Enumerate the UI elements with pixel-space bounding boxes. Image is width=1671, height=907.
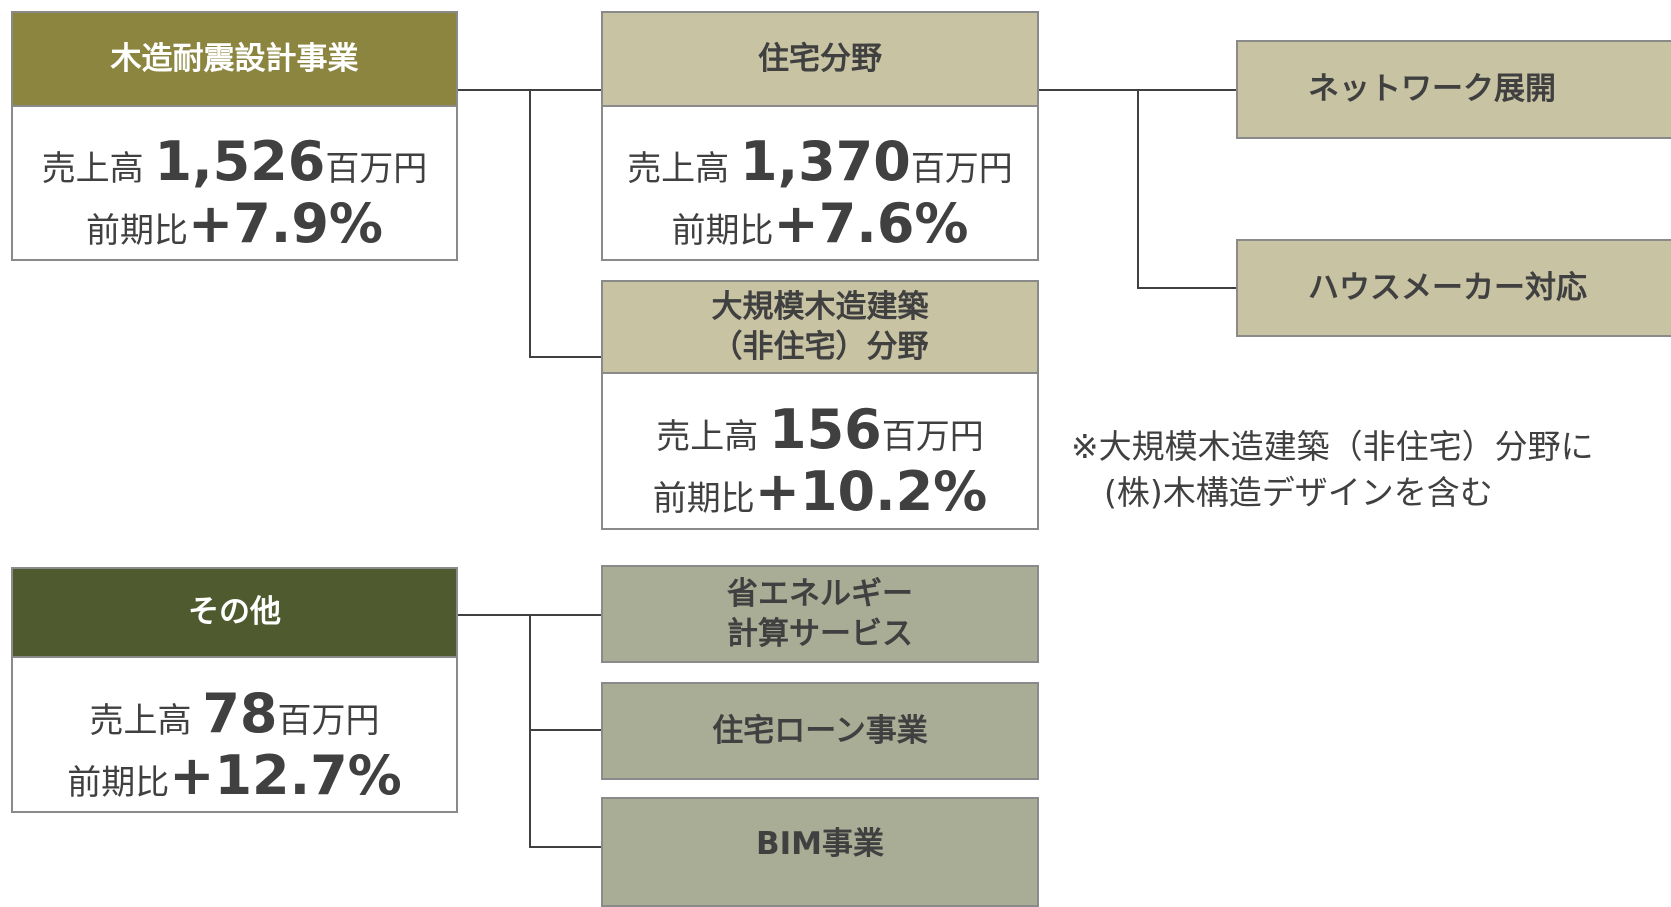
- segment-body: 売上高 1,526百万円 前期比+7.9%: [11, 107, 458, 261]
- connector: [458, 89, 601, 358]
- sales-value: 1,526: [154, 130, 326, 193]
- sales-line: 売上高 78百万円: [90, 673, 380, 745]
- sales-label: 売上高: [656, 417, 759, 457]
- yoy-line: 前期比+7.9%: [86, 183, 383, 255]
- yoy-label: 前期比: [671, 211, 774, 251]
- sales-value: 156: [769, 398, 882, 461]
- yoy-label: 前期比: [85, 211, 188, 251]
- yoy-value: +7.9%: [187, 192, 383, 255]
- yoy-value: +10.2%: [754, 460, 988, 523]
- branch-box: BIM事業: [601, 797, 1039, 907]
- yoy-label: 前期比: [652, 479, 755, 519]
- note: ※大規模木造建築（非住宅）分野に (株)木構造デザインを含む: [1071, 427, 1594, 512]
- yoy-value: +7.6%: [773, 192, 969, 255]
- connector: [458, 614, 601, 848]
- yoy-line: 前期比+10.2%: [653, 451, 988, 523]
- sales-label: 売上高: [41, 149, 144, 189]
- sales-unit: 百万円: [910, 149, 1013, 189]
- segment-header: 住宅分野: [601, 11, 1039, 107]
- yoy-line: 前期比+12.7%: [67, 735, 402, 807]
- segment-header: 大規模木造建築 （非住宅）分野: [601, 280, 1039, 374]
- segment-body: 売上高 156百万円 前期比+10.2%: [601, 374, 1039, 530]
- connector: [1039, 89, 1236, 289]
- branch-box: ハウスメーカー対応: [1236, 239, 1671, 337]
- segment-header: その他: [11, 567, 458, 658]
- branch-box: ネットワーク展開: [1236, 40, 1671, 139]
- sales-line: 売上高 1,370百万円: [627, 121, 1013, 193]
- branch-box: 省エネルギー 計算サービス: [601, 565, 1039, 663]
- segment-body: 売上高 78百万円 前期比+12.7%: [11, 658, 458, 813]
- sales-label: 売上高: [89, 700, 192, 741]
- branch-box: 住宅ローン事業: [601, 682, 1039, 780]
- yoy-line: 前期比+7.6%: [671, 183, 968, 255]
- sales-unit: 百万円: [325, 149, 428, 189]
- yoy-value: +12.7%: [169, 743, 402, 807]
- sales-line: 売上高 1,526百万円: [42, 121, 428, 193]
- sales-line: 売上高 156百万円: [656, 389, 984, 461]
- sales-label: 売上高: [627, 149, 730, 189]
- yoy-label: 前期比: [67, 762, 170, 803]
- sales-unit: 百万円: [881, 417, 984, 457]
- segment-body: 売上高 1,370百万円 前期比+7.6%: [601, 107, 1039, 261]
- sales-value: 78: [202, 681, 278, 745]
- sales-value: 1,370: [740, 130, 911, 193]
- segment-header: 木造耐震設計事業: [11, 11, 458, 107]
- sales-unit: 百万円: [277, 700, 380, 741]
